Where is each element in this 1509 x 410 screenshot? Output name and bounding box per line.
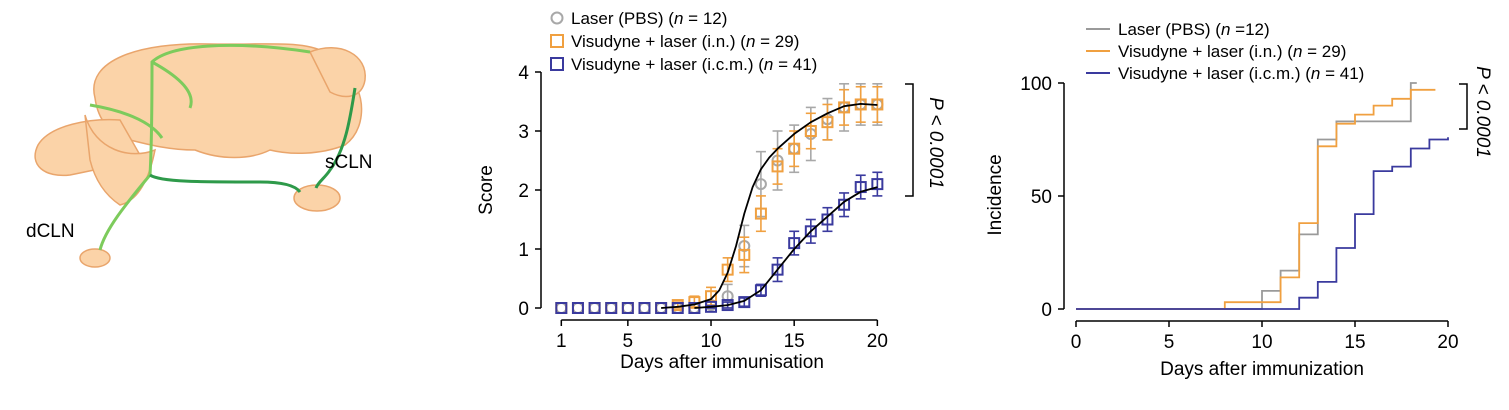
brain-cerebellum bbox=[308, 47, 366, 98]
incidence-chart-legend-label: Visudyne + laser (i.n.) (n = 29) bbox=[1118, 42, 1346, 61]
score-chart-legend-circle-marker bbox=[550, 11, 564, 25]
score-chart-legend: Laser (PBS) (n = 12) Visudyne + laser (i.… bbox=[550, 9, 817, 74]
score-chart-xlabel: Days after immunisation bbox=[620, 352, 824, 373]
incidence-chart-significance: P < 0.0001 bbox=[1472, 66, 1493, 158]
lymphatic-vessel-dark bbox=[149, 87, 357, 194]
score-chart-y-tick-label: 3 bbox=[518, 122, 529, 143]
incidence-chart-x-tick-label: 5 bbox=[1164, 332, 1175, 353]
score-chart-y-tick-label: 4 bbox=[518, 63, 529, 84]
score-data-point bbox=[621, 302, 634, 314]
incidence-chart-x-tick-label: 10 bbox=[1251, 332, 1272, 353]
score-data-point bbox=[821, 213, 834, 226]
incidence-chart-legend-label: Laser (PBS) (n =12) bbox=[1118, 20, 1270, 39]
score-chart-y-tick-label: 1 bbox=[518, 240, 529, 261]
score-chart-x-tick-label: 10 bbox=[700, 331, 721, 352]
score-data-point bbox=[588, 302, 601, 314]
score-data-point bbox=[754, 284, 767, 297]
score-data-point bbox=[555, 302, 568, 314]
incidence-chart-y-tick-label: 50 bbox=[1031, 187, 1052, 208]
score-chart-x-tick-label: 15 bbox=[784, 331, 805, 352]
score-data-point bbox=[754, 207, 767, 220]
incidence-chart-significance-bracket bbox=[1459, 83, 1468, 130]
score-chart-legend-label: Visudyne + laser (i.n.) (n = 29) bbox=[571, 32, 799, 51]
score-chart-y-tick-label: 2 bbox=[518, 181, 529, 202]
score-chart-legend-label: Visudyne + laser (i.c.m.) (n = 41) bbox=[571, 55, 817, 74]
scln-node bbox=[293, 184, 341, 212]
brain-illustration: dCLN sCLN bbox=[26, 43, 373, 268]
score-chart-significance: P < 0.0001 bbox=[925, 97, 946, 189]
score-data-point bbox=[838, 198, 851, 211]
incidence-chart-y-tick-label: 0 bbox=[1041, 300, 1052, 321]
score-data-point bbox=[605, 302, 618, 314]
incidence-chart-legend: Laser (PBS) (n =12) Visudyne + laser (i.n… bbox=[1086, 20, 1364, 83]
score-data-point bbox=[555, 302, 568, 314]
score-chart-x-tick-label: 1 bbox=[556, 331, 567, 352]
incidence-chart-legend-label: Visudyne + laser (i.c.m.) (n = 41) bbox=[1118, 64, 1364, 83]
score-chart-legend-label: Laser (PBS) (n = 12) bbox=[571, 9, 727, 28]
score-chart-series bbox=[555, 83, 884, 314]
score-data-point bbox=[588, 302, 601, 314]
incidence-chart-ylabel: Incidence bbox=[985, 154, 1006, 235]
score-chart-legend-square-marker bbox=[550, 34, 564, 48]
score-chart-legend-square-marker bbox=[550, 57, 564, 71]
score-data-point bbox=[771, 263, 784, 276]
dcln-node bbox=[79, 248, 111, 268]
score-data-point bbox=[605, 302, 618, 314]
incidence-chart-x-tick-label: 15 bbox=[1344, 332, 1365, 353]
incidence-chart-axes: 0 50 100 0 5 10 15 20 bbox=[1020, 74, 1458, 353]
score-data-point bbox=[788, 142, 801, 155]
incidence-chart-xlabel: Days after immunization bbox=[1160, 359, 1364, 380]
score-data-point bbox=[638, 302, 651, 314]
score-data-point bbox=[754, 178, 767, 191]
incidence-chart: 0 50 100 0 5 10 15 20 Laser (PBS) (n =12) Visudy… bbox=[985, 20, 1493, 380]
score-chart-y-tick-label: 0 bbox=[518, 299, 529, 320]
score-data-point bbox=[821, 116, 834, 129]
incidence-chart-y-tick-label: 100 bbox=[1020, 74, 1052, 95]
score-data-point bbox=[804, 225, 817, 238]
score-data-point bbox=[571, 302, 584, 314]
incidence-step-line bbox=[1076, 88, 1436, 310]
incidence-chart-series bbox=[1076, 82, 1449, 310]
score-data-point bbox=[638, 302, 651, 314]
incidence-step-line bbox=[1076, 82, 1417, 310]
score-data-point bbox=[738, 248, 751, 261]
score-data-point bbox=[621, 302, 634, 314]
incidence-chart-x-tick-label: 20 bbox=[1437, 332, 1458, 353]
score-data-point bbox=[571, 302, 584, 314]
score-chart-x-tick-label: 20 bbox=[867, 331, 888, 352]
incidence-chart-x-tick-label: 0 bbox=[1071, 332, 1082, 353]
score-chart-significance-bracket bbox=[905, 83, 914, 197]
score-data-point bbox=[871, 178, 884, 191]
score-chart-ylabel: Score bbox=[476, 165, 497, 215]
lymphatic-vessel-light bbox=[89, 43, 311, 251]
brain-cortex bbox=[93, 43, 363, 159]
scln-label: sCLN bbox=[325, 152, 373, 173]
score-data-point bbox=[721, 290, 734, 303]
score-chart-x-tick-label: 5 bbox=[623, 331, 634, 352]
score-fit-curve bbox=[661, 103, 878, 309]
score-data-point bbox=[804, 125, 817, 137]
score-data-point bbox=[771, 160, 784, 173]
score-fit-curve bbox=[694, 186, 878, 309]
dcln-label: dCLN bbox=[26, 221, 75, 242]
incidence-step-line bbox=[1076, 137, 1449, 310]
